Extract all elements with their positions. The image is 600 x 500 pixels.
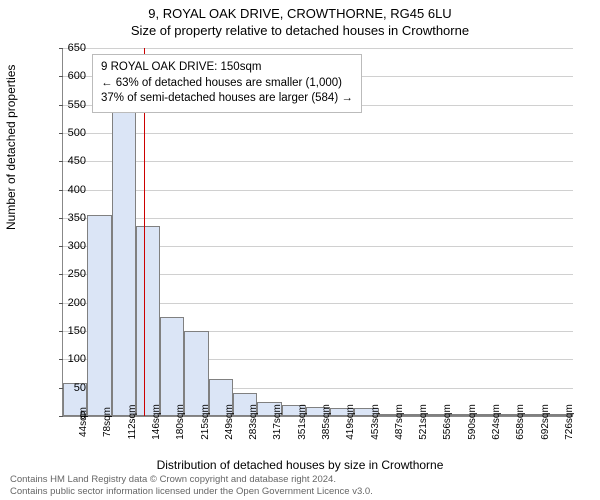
x-tick-label: 726sqm xyxy=(564,404,575,440)
gridline xyxy=(63,190,573,191)
x-tick-label: 180sqm xyxy=(175,404,186,440)
y-tick-label: 550 xyxy=(46,99,86,111)
gridline xyxy=(63,133,573,134)
y-tick-label: 150 xyxy=(46,325,86,337)
chart-annotation-box: 9 ROYAL OAK DRIVE: 150sqm ← 63% of detac… xyxy=(92,54,362,113)
y-tick-label: 300 xyxy=(46,240,86,252)
x-tick-label: 283sqm xyxy=(248,404,259,440)
x-tick-label: 112sqm xyxy=(127,405,138,440)
annotation-line-3: 37% of semi-detached houses are larger (… xyxy=(101,91,353,107)
x-tick-label: 453sqm xyxy=(370,404,381,440)
page-title: 9, ROYAL OAK DRIVE, CROWTHORNE, RG45 6LU xyxy=(0,0,600,21)
y-tick-label: 200 xyxy=(46,297,86,309)
y-tick-label: 50 xyxy=(46,382,86,394)
x-tick-label: 44sqm xyxy=(78,407,89,437)
y-tick-label: 500 xyxy=(46,127,86,139)
y-tick-label: 350 xyxy=(46,212,86,224)
gridline xyxy=(63,218,573,219)
x-tick-label: 249sqm xyxy=(224,404,235,440)
x-tick-label: 215sqm xyxy=(200,404,211,440)
x-tick-label: 658sqm xyxy=(515,404,526,440)
y-tick-label: 400 xyxy=(46,184,86,196)
histogram-bar xyxy=(112,107,136,416)
annotation-line-1: 9 ROYAL OAK DRIVE: 150sqm xyxy=(101,60,353,76)
x-tick-label: 521sqm xyxy=(418,404,429,440)
x-tick-label: 146sqm xyxy=(151,404,162,440)
x-tick-label: 317sqm xyxy=(272,404,283,440)
x-tick-label: 556sqm xyxy=(442,404,453,440)
histogram-bar xyxy=(87,215,111,416)
x-axis-label: Distribution of detached houses by size … xyxy=(0,458,600,472)
gridline xyxy=(63,48,573,49)
x-tick-label: 692sqm xyxy=(540,404,551,440)
x-tick-label: 385sqm xyxy=(321,404,332,440)
page-subtitle: Size of property relative to detached ho… xyxy=(0,21,600,38)
footnote-line-1: Contains HM Land Registry data © Crown c… xyxy=(10,474,373,486)
y-axis-label: Number of detached properties xyxy=(4,65,18,230)
y-tick-label: 650 xyxy=(46,42,86,54)
x-tick-label: 624sqm xyxy=(491,404,502,440)
x-tick-label: 351sqm xyxy=(297,404,308,440)
y-tick-label: 250 xyxy=(46,268,86,280)
y-tick-label: 100 xyxy=(46,353,86,365)
x-tick-label: 590sqm xyxy=(467,404,478,440)
footnote: Contains HM Land Registry data © Crown c… xyxy=(10,474,373,498)
y-tick-label: 450 xyxy=(46,155,86,167)
gridline xyxy=(63,161,573,162)
x-tick-label: 419sqm xyxy=(345,404,356,440)
y-tick-label: 600 xyxy=(46,70,86,82)
x-tick-label: 487sqm xyxy=(394,404,405,440)
footnote-line-2: Contains public sector information licen… xyxy=(10,486,373,498)
annotation-line-2: ← 63% of detached houses are smaller (1,… xyxy=(101,76,353,92)
histogram-bar xyxy=(136,226,160,416)
x-tick-label: 78sqm xyxy=(102,407,113,437)
histogram-bar xyxy=(160,317,184,416)
